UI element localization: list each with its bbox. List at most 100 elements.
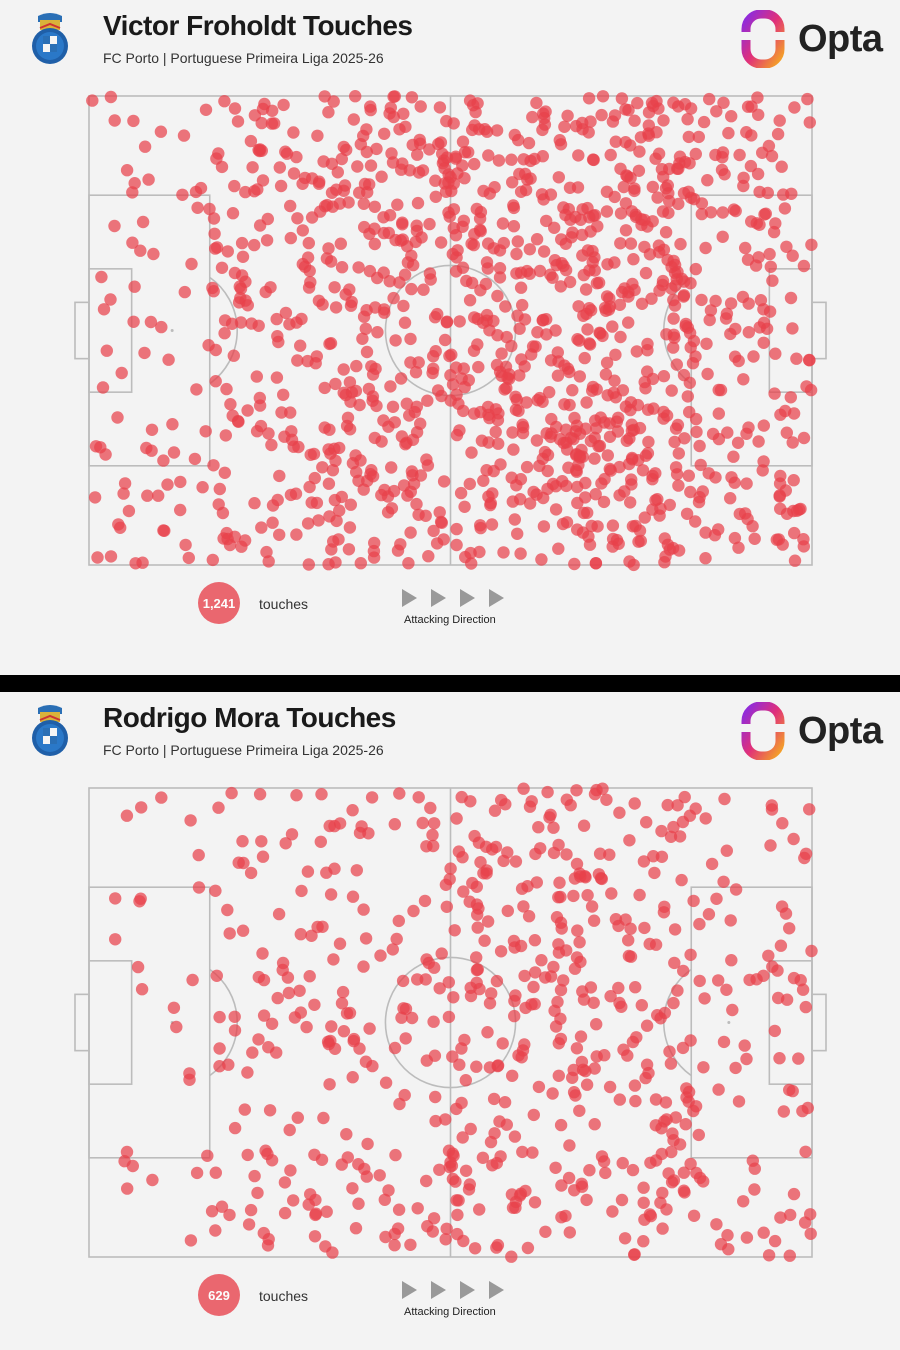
touch-point <box>600 205 614 218</box>
touch-point <box>474 284 487 297</box>
left-penalty-box <box>88 886 211 1159</box>
touch-point <box>777 188 790 201</box>
touch-point <box>693 917 706 931</box>
touch-point <box>239 185 252 199</box>
touch-point <box>628 1248 641 1261</box>
touch-point <box>568 872 582 885</box>
touch-point <box>756 464 769 477</box>
touch-point <box>687 1104 700 1118</box>
touch-point <box>177 129 191 142</box>
touch-point <box>492 154 506 167</box>
touch-point <box>620 434 633 447</box>
touch-point <box>228 102 242 115</box>
touch-point <box>287 440 300 453</box>
touch-point <box>603 462 616 476</box>
touch-point <box>699 526 712 539</box>
touch-point <box>657 114 670 127</box>
touch-point <box>488 804 502 817</box>
touch-point <box>682 469 695 482</box>
touch-point <box>128 177 141 190</box>
touch-point <box>540 328 553 341</box>
touch-point <box>577 819 591 832</box>
touch-point <box>570 1042 584 1055</box>
touch-point <box>573 451 587 464</box>
touch-point <box>221 903 234 917</box>
touch-point <box>238 534 252 547</box>
touch-point <box>606 320 619 333</box>
touch-point <box>410 400 423 413</box>
touch-point <box>505 339 518 353</box>
touch-point <box>701 174 714 187</box>
touch-point <box>613 806 626 819</box>
touch-point <box>399 120 412 133</box>
touch-point <box>555 233 568 246</box>
touch-point <box>451 1208 464 1222</box>
touch-point <box>530 876 543 889</box>
pitch-markings <box>74 95 827 566</box>
touch-point <box>219 429 232 442</box>
touch-point <box>302 558 315 571</box>
touch-point <box>347 113 360 126</box>
touch-point <box>120 809 134 822</box>
touch-point <box>560 848 573 861</box>
touch-point <box>465 237 478 250</box>
touch-point <box>273 469 286 483</box>
touch-point <box>474 519 487 532</box>
touch-point <box>255 835 268 848</box>
touch-point <box>790 352 803 365</box>
touch-point <box>491 413 505 427</box>
touch-point <box>228 1024 242 1037</box>
touch-point <box>584 225 597 238</box>
touch-point <box>291 1111 304 1124</box>
touch-point <box>420 953 433 966</box>
touch-point <box>337 140 350 154</box>
touch-point <box>382 1184 395 1197</box>
touch-point <box>588 264 601 277</box>
touch-point <box>353 1042 366 1055</box>
touch-point <box>574 955 587 969</box>
touch-point <box>583 302 596 315</box>
touch-point <box>717 875 730 888</box>
touch-point <box>605 887 618 900</box>
touch-point <box>501 904 514 918</box>
touch-point <box>393 1097 406 1111</box>
touch-point <box>749 259 763 272</box>
touch-point <box>226 207 240 220</box>
touch-point <box>654 1196 667 1209</box>
touch-point <box>657 906 671 919</box>
touch-point <box>145 423 159 436</box>
touch-point <box>495 793 508 807</box>
touch-point <box>312 514 325 527</box>
touch-point <box>784 1208 797 1222</box>
touch-point <box>224 398 237 411</box>
touch-point <box>463 1178 476 1191</box>
touch-point <box>346 804 359 817</box>
left-penalty-arc <box>209 276 238 385</box>
touch-point <box>473 545 486 559</box>
touch-point <box>412 791 425 804</box>
touch-point <box>742 326 755 339</box>
touch-point <box>388 818 401 831</box>
touch-point <box>326 200 339 213</box>
touch-point <box>364 468 377 481</box>
touch-point <box>771 127 785 141</box>
touch-point <box>638 921 651 935</box>
touch-point <box>694 458 707 472</box>
touch-point <box>537 520 551 533</box>
touch-point <box>262 1233 275 1246</box>
touch-point <box>97 303 111 316</box>
touch-point <box>519 167 532 181</box>
touch-point <box>550 420 563 434</box>
touch-point <box>468 157 481 171</box>
touch-point <box>559 1209 572 1223</box>
touch-point <box>622 316 635 329</box>
touch-point <box>677 368 691 382</box>
touch-point <box>399 1032 412 1045</box>
touch-point <box>697 1061 710 1074</box>
touch-point <box>710 892 723 905</box>
touch-point <box>686 357 700 370</box>
touch-point <box>748 1162 761 1175</box>
touch-point <box>283 1123 296 1137</box>
touch-point <box>141 489 154 502</box>
touch-point <box>278 430 291 443</box>
